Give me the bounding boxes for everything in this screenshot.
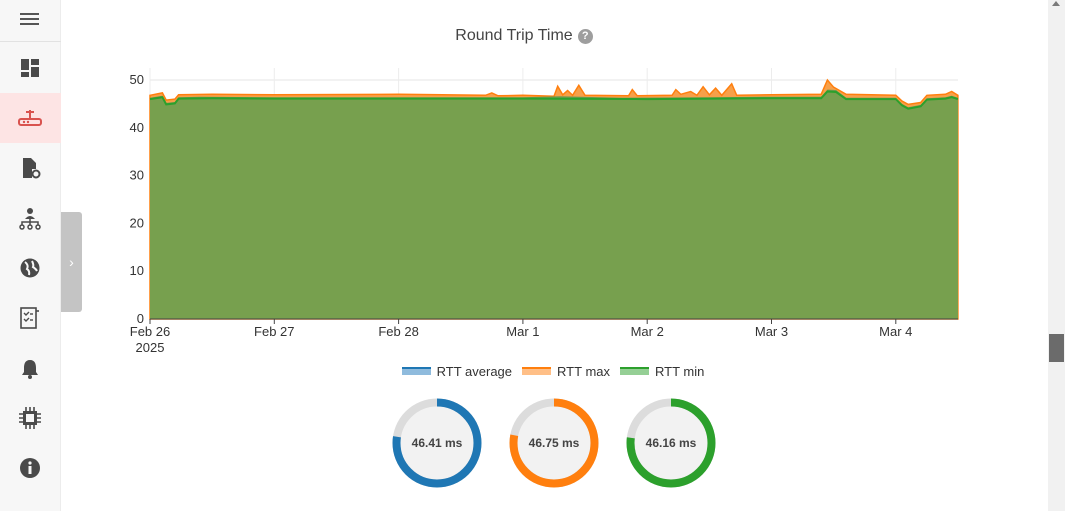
- chart-areas: [149, 78, 959, 320]
- legend-label: RTT min: [655, 364, 705, 379]
- sidebar-item-internet[interactable]: [0, 243, 61, 293]
- rtt-gauge: 46.16 ms: [626, 398, 716, 488]
- sidebar-item-logs[interactable]: [0, 293, 61, 343]
- x-tick-label: Feb 27: [254, 324, 294, 339]
- legend-swatch: [522, 367, 552, 375]
- router-icon: [18, 110, 42, 126]
- sidebar-item-dashboard[interactable]: [0, 43, 61, 93]
- gauge-value: 46.41 ms: [411, 436, 463, 450]
- x-tick-label: Mar 2: [631, 324, 664, 339]
- bell-icon: [22, 360, 38, 379]
- sidebar-item-file-settings[interactable]: [0, 143, 61, 193]
- gauge-arc: [626, 398, 716, 488]
- sidebar-item-system[interactable]: [0, 393, 61, 443]
- sidebar: [0, 0, 61, 511]
- sidebar-item-info[interactable]: [0, 443, 61, 493]
- checklist-icon: [20, 307, 39, 329]
- x-tick-label: Feb 26: [130, 324, 170, 339]
- legend-item-rtt-average[interactable]: RTT average: [401, 364, 513, 379]
- y-tick-label: 10: [130, 263, 144, 278]
- legend-item-rtt-max[interactable]: RTT max: [522, 364, 610, 379]
- gauge-ring: [509, 398, 599, 488]
- series-min-line: [149, 90, 959, 110]
- hamburger-menu-button[interactable]: [0, 0, 61, 42]
- gauge-ring: [392, 398, 482, 488]
- rtt-gauge: 46.41 ms: [392, 398, 482, 488]
- chart-title: Round Trip Time: [455, 27, 573, 44]
- sidebar-item-network[interactable]: [0, 193, 61, 243]
- y-tick-label: 30: [130, 168, 144, 183]
- sidebar-item-alerts[interactable]: [0, 343, 61, 393]
- gauge-arc: [509, 398, 599, 488]
- x-tick-label: Mar 1: [506, 324, 539, 339]
- network-tree-icon: [19, 208, 41, 230]
- help-icon[interactable]: ?: [577, 29, 593, 44]
- legend-swatch: [401, 367, 431, 375]
- gauge-value: 46.16 ms: [645, 436, 697, 450]
- menu-icon: [20, 13, 39, 15]
- page-scrollbar[interactable]: [1048, 0, 1065, 511]
- globe-icon: [20, 258, 40, 278]
- x-tick-label: Feb 28: [378, 324, 418, 339]
- gauge-ring: [626, 398, 716, 488]
- gauge-value: 46.75 ms: [528, 436, 580, 450]
- x-tick-label: Mar 3: [755, 324, 788, 339]
- legend-swatch: [620, 367, 650, 375]
- y-tick-label: 40: [130, 120, 144, 135]
- sidebar-expand-tab[interactable]: ›: [61, 212, 82, 312]
- legend-item-rtt-min[interactable]: RTT min: [620, 364, 704, 379]
- rtt-gauge: 46.75 ms: [509, 398, 599, 488]
- chip-icon: [19, 407, 41, 429]
- gauge-arc: [392, 398, 482, 488]
- info-icon: [20, 458, 40, 478]
- y-tick-label: 50: [130, 72, 144, 87]
- x-tick-label: Mar 4: [879, 324, 912, 339]
- menu-icon-bar: [20, 23, 39, 25]
- legend-label: RTT max: [557, 364, 611, 379]
- scrollbar-thumb[interactable]: [1049, 334, 1064, 362]
- file-settings-icon: [23, 158, 41, 179]
- menu-icon-bar: [20, 18, 39, 20]
- legend-label: RTT average: [436, 364, 513, 379]
- x-tick-sublabel: 2025: [136, 340, 165, 355]
- chevron-right-icon: ›: [69, 254, 74, 270]
- chart-title-row: Round Trip Time?: [0, 27, 1048, 45]
- chart-legend: RTT average RTT max RTT min: [0, 364, 1065, 379]
- scroll-up-arrow-icon[interactable]: [1052, 1, 1060, 6]
- series-min-area: [150, 91, 958, 319]
- dashboard-icon: [21, 59, 39, 77]
- y-tick-label: 20: [130, 215, 144, 230]
- sidebar-item-router[interactable]: [0, 93, 61, 143]
- y-tick-label: 0: [137, 311, 144, 326]
